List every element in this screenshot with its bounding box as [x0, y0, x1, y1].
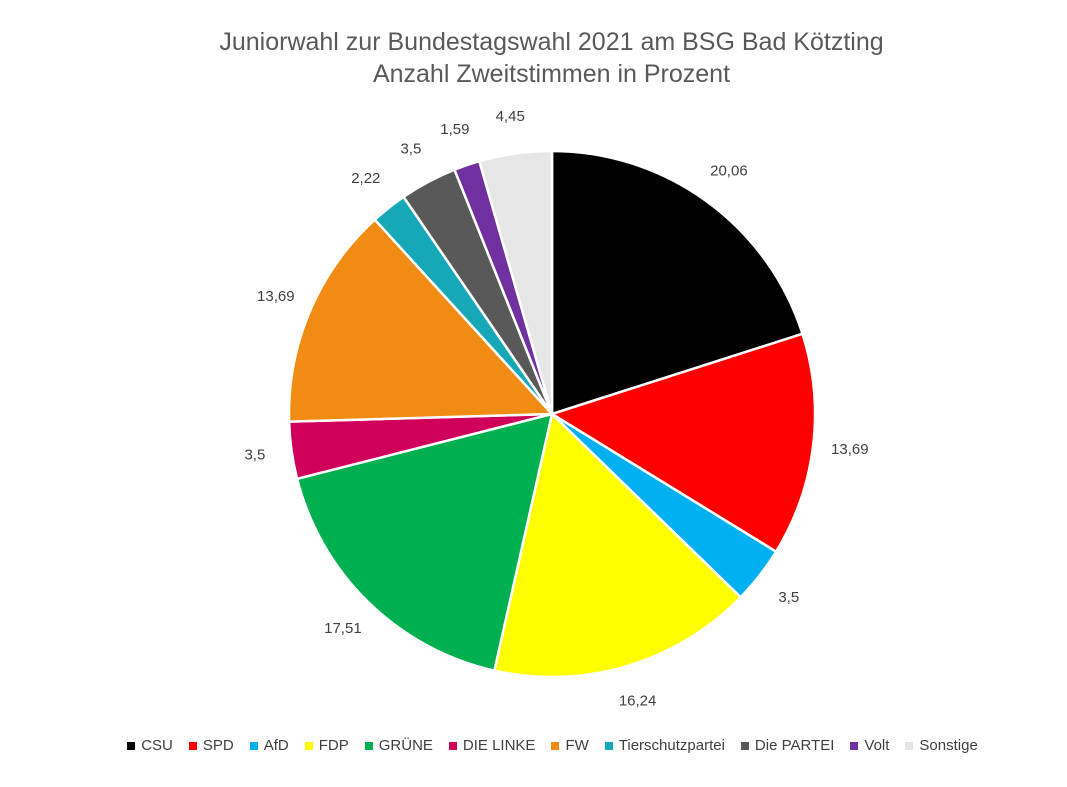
- legend-label: Die PARTEI: [754, 737, 835, 754]
- pie-chart: 20,06 13,69 3,5 16,24 17,51 3,5 13,69 2,22 3,5 1,…: [244, 108, 869, 710]
- pie-slice-csu: [550, 149, 804, 416]
- pie-slice-grüne: [295, 412, 554, 672]
- pie-slice-sonstige: [478, 149, 554, 416]
- legend-item: CSU: [127, 737, 173, 754]
- chart-subtitle: Anzahl Zweitstimmen in Prozent: [372, 60, 731, 88]
- legend-label: FW: [565, 737, 589, 754]
- legend-label: Sonstige: [919, 737, 978, 754]
- legend-label: GRÜNE: [378, 737, 433, 754]
- legend-item: Sonstige: [905, 737, 978, 754]
- legend-item: FW: [551, 737, 589, 754]
- data-label: 3,5: [778, 589, 799, 606]
- chart-title-line1: Juniorwahl zur Bundestagswahl 2021 am BS…: [219, 28, 884, 56]
- legend-swatch: [448, 741, 457, 750]
- legend-label: Tierschutzpartei: [618, 737, 725, 754]
- data-label: 3,5: [244, 447, 265, 464]
- data-label: 20,06: [710, 163, 748, 180]
- legend-swatch: [364, 741, 373, 750]
- legend-swatch: [740, 741, 749, 750]
- legend-item: DIE LINKE: [448, 737, 536, 754]
- legend-item: Tierschutzpartei: [604, 737, 725, 754]
- legend-swatch: [850, 741, 859, 750]
- legend-swatch: [905, 741, 914, 750]
- pie-slice-fw: [287, 218, 554, 423]
- pie-slice-spd: [550, 332, 817, 553]
- legend-label: FDP: [318, 737, 349, 754]
- data-label: 4,45: [496, 108, 525, 125]
- legend-swatch: [127, 741, 136, 750]
- legend-label: DIE LINKE: [462, 737, 536, 754]
- legend-item: Die PARTEI: [740, 737, 835, 754]
- data-label: 2,22: [351, 170, 380, 187]
- legend-item: AfD: [249, 737, 289, 754]
- data-label: 1,59: [440, 121, 469, 138]
- legend-item: SPD: [188, 737, 234, 754]
- legend-item: GRÜNE: [364, 737, 433, 754]
- pie-slice-fdp: [493, 412, 742, 679]
- legend-label: AfD: [263, 737, 289, 754]
- legend-item: FDP: [304, 737, 349, 754]
- legend-label: CSU: [141, 737, 173, 754]
- legend-label: Volt: [864, 737, 890, 754]
- data-label: 13,69: [257, 288, 295, 305]
- legend-swatch: [604, 741, 613, 750]
- data-label: 3,5: [400, 140, 421, 157]
- data-label: 17,51: [324, 620, 362, 637]
- chart-legend: CSU SPD AfD FDP GRÜNE DIE LINKE FW Tierschutzpa…: [0, 737, 1067, 754]
- legend-item: Volt: [850, 737, 889, 754]
- chart-title: Juniorwahl zur Bundestagswahl 2021 am BS…: [0, 26, 1067, 90]
- legend-swatch: [188, 741, 197, 750]
- legend-swatch: [551, 741, 560, 750]
- legend-label: SPD: [202, 737, 234, 754]
- legend-swatch: [304, 741, 313, 750]
- legend-swatch: [249, 741, 258, 750]
- data-label: 16,24: [619, 692, 657, 709]
- data-label: 13,69: [831, 441, 869, 458]
